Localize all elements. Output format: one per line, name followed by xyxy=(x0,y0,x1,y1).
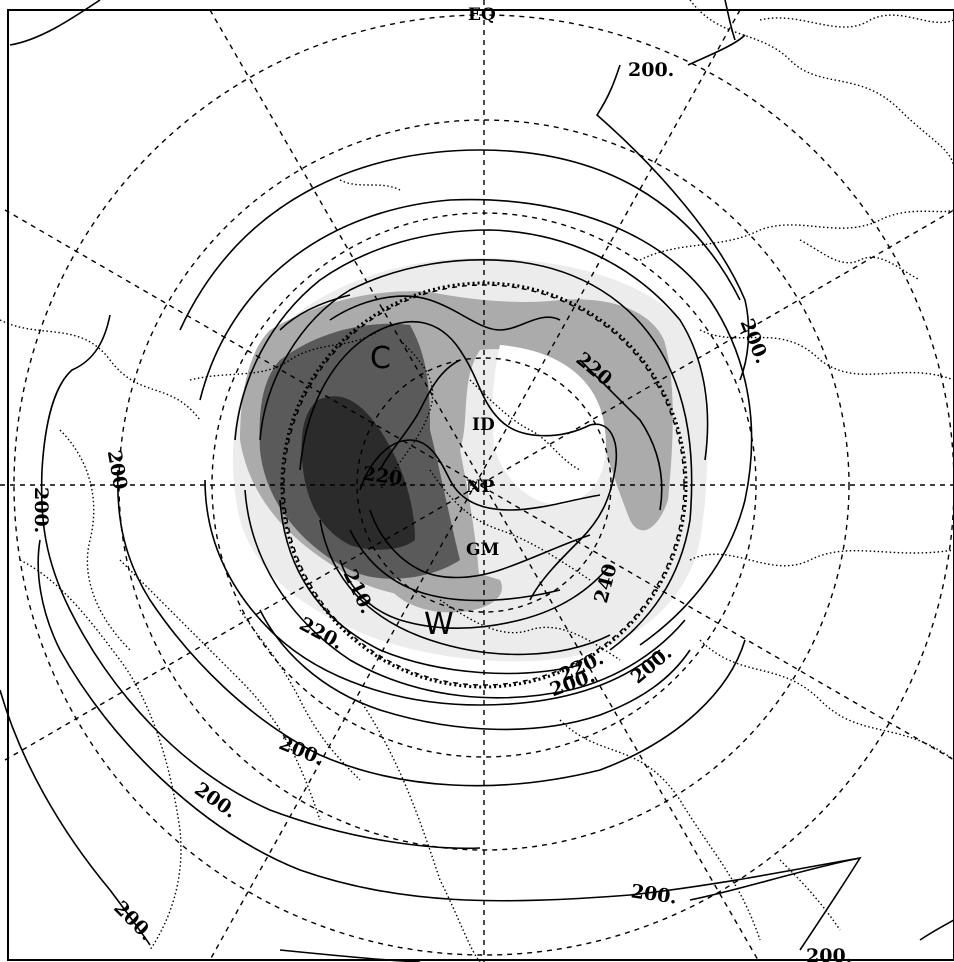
clear-region xyxy=(492,345,606,505)
north-pole-label: NP xyxy=(466,477,495,497)
shaded-regions xyxy=(232,258,708,662)
contour-label: 200. xyxy=(628,59,674,81)
equator-label: EQ xyxy=(468,5,496,25)
contour-label: 200. xyxy=(30,487,52,533)
date-line-label: ID xyxy=(472,415,495,435)
greenwich-meridian-label: GM xyxy=(466,540,500,560)
cold-region-label: C xyxy=(370,341,391,376)
warm-region-label: W xyxy=(424,607,454,642)
vortex-edge-ring xyxy=(280,281,688,689)
shade-darkest-region xyxy=(301,396,415,550)
contour-label: 200. xyxy=(806,945,852,962)
map-frame xyxy=(7,9,954,961)
